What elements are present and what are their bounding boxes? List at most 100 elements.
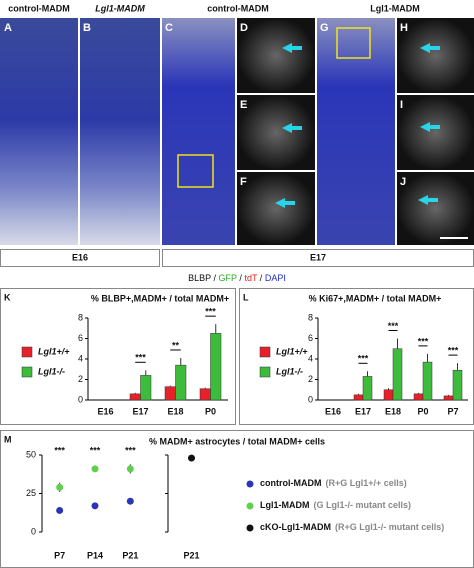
panel-letter: J <box>400 176 406 188</box>
legend-note: (R+G Lgl1+/+ cells) <box>326 478 407 488</box>
y-tick-label: 0 <box>31 526 36 536</box>
legend-label: Lgl1+/+ <box>38 346 70 356</box>
image-a <box>0 18 78 245</box>
x-tick-label: P0 <box>205 406 216 416</box>
header: control-MADM <box>207 3 269 13</box>
sep: / <box>260 273 263 283</box>
stain: tdT <box>244 273 258 283</box>
panel-letter: M <box>4 434 12 444</box>
bar <box>383 389 394 401</box>
roi-box <box>336 27 371 59</box>
significance: *** <box>448 345 459 355</box>
significance: ** <box>172 340 180 350</box>
legend-marker <box>246 502 254 510</box>
significance: *** <box>90 445 101 455</box>
panel-box <box>0 430 474 568</box>
x-tick-label: P21 <box>183 550 199 560</box>
significance: *** <box>358 354 369 364</box>
legend-note: (R+G Lgl1-/- mutant cells) <box>335 522 444 532</box>
panel-letter: H <box>400 22 408 34</box>
bar <box>422 361 433 401</box>
x-tick-label: E18 <box>385 406 401 416</box>
x-tick-label: E17 <box>132 406 148 416</box>
y-tick-label: 4 <box>308 353 313 363</box>
bar <box>164 386 176 401</box>
significance: *** <box>135 353 146 363</box>
header: Lgl1-MADM <box>95 3 145 13</box>
significance: *** <box>388 321 399 331</box>
bar <box>353 394 364 401</box>
image-e <box>237 95 315 170</box>
stain: GFP <box>219 273 237 283</box>
legend-label: Lgl1-MADM (G Lgl1-/- mutant cells) <box>260 500 411 510</box>
image-b <box>80 18 160 245</box>
x-tick-label: P14 <box>87 550 103 560</box>
legend-label: Lgl1+/+ <box>276 346 308 356</box>
y-tick-label: 6 <box>78 333 83 343</box>
y-tick-label: 2 <box>308 374 313 384</box>
y-tick-label: 6 <box>308 333 313 343</box>
stain: BLBP <box>188 273 211 283</box>
bar <box>443 395 454 401</box>
image-c <box>162 18 235 245</box>
x-tick-label: E16 <box>97 406 113 416</box>
panel-letter: I <box>400 99 403 111</box>
panel-box <box>239 288 474 425</box>
point <box>56 483 64 491</box>
bar <box>175 364 187 401</box>
legend-swatch <box>259 366 271 378</box>
header: Lgl1-MADM <box>370 3 420 13</box>
panel-letter: K <box>4 292 11 302</box>
panel-letter: E <box>240 99 247 111</box>
point <box>188 454 195 462</box>
legend-label: cKO-Lgl1-MADM (R+G Lgl1-/- mutant cells) <box>260 522 444 532</box>
y-tick-label: 50 <box>26 449 36 459</box>
point <box>91 502 99 510</box>
bar <box>452 370 463 401</box>
bar <box>199 388 211 401</box>
stage-box <box>0 249 160 267</box>
point <box>56 506 64 514</box>
x-tick-label: E16 <box>325 406 341 416</box>
legend-name: Lgl1-MADM <box>260 500 310 510</box>
bar <box>140 375 152 401</box>
image-i <box>397 95 474 170</box>
bar <box>392 348 403 401</box>
image-j <box>397 172 474 245</box>
point <box>126 465 134 473</box>
x-tick-label: P7 <box>447 406 458 416</box>
stain-legend: BLBP / GFP / tdT / DAPI <box>188 273 286 283</box>
legend-label: Lgl1-/- <box>276 366 303 376</box>
image-f <box>237 172 315 245</box>
panel-letter: G <box>320 22 329 34</box>
legend-swatch <box>259 346 271 358</box>
image-h <box>397 18 474 93</box>
bar <box>413 393 424 401</box>
micrographs <box>0 18 474 245</box>
x-tick-label: P7 <box>54 550 65 560</box>
y-tick-label: 25 <box>26 488 36 498</box>
panel-letter: C <box>165 22 173 34</box>
legend-marker <box>246 524 254 532</box>
x-tick-label: P21 <box>122 550 138 560</box>
legend-label: control-MADM (R+G Lgl1+/+ cells) <box>260 478 407 488</box>
legend-label: Lgl1-/- <box>38 366 65 376</box>
x-tick-label: E17 <box>355 406 371 416</box>
x-tick-label: E18 <box>167 406 183 416</box>
chart-title: % Ki67+,MADM+ / total MADM+ <box>309 293 442 303</box>
point <box>126 497 134 505</box>
y-tick-label: 2 <box>78 374 83 384</box>
legend-swatch <box>21 366 33 378</box>
panel-letter: F <box>240 176 247 188</box>
legend-marker <box>246 480 254 488</box>
header: control-MADM <box>8 3 70 13</box>
roi-box <box>177 154 214 188</box>
bar <box>210 333 222 401</box>
legend-note: (G Lgl1-/- mutant cells) <box>314 500 412 510</box>
y-tick-label: 0 <box>78 394 83 404</box>
sep: / <box>214 273 217 283</box>
legend-swatch <box>21 346 33 358</box>
sep: / <box>239 273 242 283</box>
x-tick-label: P0 <box>417 406 428 416</box>
